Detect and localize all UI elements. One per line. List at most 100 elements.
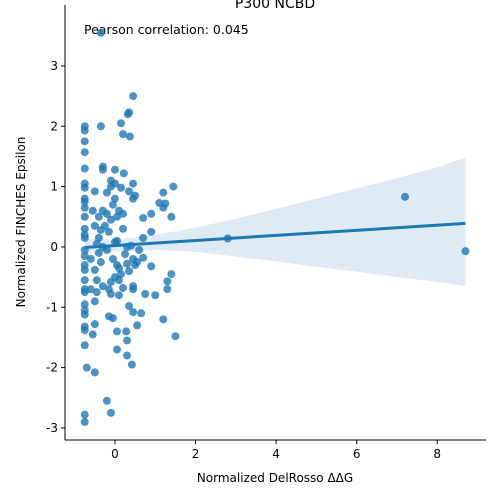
point [119, 169, 128, 178]
point [137, 309, 146, 318]
point [139, 233, 148, 242]
point [90, 265, 99, 274]
point [80, 288, 89, 297]
point [112, 236, 121, 245]
point [135, 245, 144, 254]
point [112, 261, 121, 270]
point [125, 132, 134, 141]
confidence-band [84, 157, 466, 287]
point [106, 408, 115, 417]
x-tick-label: 4 [272, 447, 280, 461]
point [110, 165, 119, 174]
point [94, 248, 103, 257]
point [116, 270, 125, 279]
point [147, 262, 156, 271]
point [119, 130, 128, 139]
point [167, 212, 176, 221]
point [80, 183, 89, 192]
point [108, 314, 117, 323]
y-tick-label: 0 [50, 240, 58, 254]
point [106, 182, 115, 191]
point [102, 245, 111, 254]
point [112, 345, 121, 354]
point [159, 203, 168, 212]
point [82, 363, 91, 372]
point [106, 176, 115, 185]
point [108, 200, 117, 209]
point [92, 288, 101, 297]
point [102, 396, 111, 405]
point [114, 291, 123, 300]
point [86, 285, 95, 294]
y-tick-label: -2 [46, 361, 58, 375]
point [147, 209, 156, 218]
point [119, 224, 128, 233]
point [129, 255, 138, 264]
point [100, 221, 109, 230]
point [125, 187, 134, 196]
point [401, 192, 410, 201]
y-tick-label: -3 [46, 421, 58, 435]
point [123, 351, 132, 360]
point [94, 233, 103, 242]
point [163, 277, 172, 286]
point [80, 197, 89, 206]
point [104, 227, 113, 236]
point [461, 247, 470, 256]
point [88, 206, 97, 215]
point [80, 148, 89, 157]
point [80, 341, 89, 350]
point [102, 188, 111, 197]
point [169, 182, 178, 191]
chart-title: P300 NCBD [235, 0, 315, 12]
point [80, 251, 89, 260]
point [80, 326, 89, 335]
point [116, 119, 125, 128]
point [139, 213, 148, 222]
point [80, 203, 89, 212]
point [80, 300, 89, 309]
x-tick-label: 8 [433, 447, 441, 461]
point [106, 277, 115, 286]
point [96, 258, 105, 267]
point [131, 261, 140, 270]
x-tick-label: 0 [111, 447, 119, 461]
point [125, 267, 134, 276]
point [151, 291, 160, 300]
point [123, 259, 132, 268]
point [104, 285, 113, 294]
point [159, 315, 168, 324]
point [133, 321, 142, 330]
point [106, 215, 115, 224]
point [80, 310, 89, 319]
point [90, 187, 99, 196]
point [163, 285, 172, 294]
point [112, 327, 121, 336]
point [90, 297, 99, 306]
regression-line [84, 221, 466, 250]
point [80, 233, 89, 242]
point [125, 302, 134, 311]
point [129, 285, 138, 294]
point [86, 255, 95, 264]
point [98, 206, 107, 215]
point [90, 368, 99, 377]
point [141, 289, 150, 298]
point [114, 206, 123, 215]
point [80, 417, 89, 426]
point [147, 227, 156, 236]
point [88, 330, 97, 339]
point [80, 164, 89, 173]
point [90, 221, 99, 230]
point [96, 122, 105, 131]
point [129, 308, 138, 317]
point [110, 194, 119, 203]
point [90, 320, 99, 329]
point [80, 410, 89, 419]
point [98, 282, 107, 291]
x-axis-label: Normalized DelRosso ΔΔG [197, 471, 353, 485]
point [80, 276, 89, 285]
point [139, 253, 148, 262]
annotation: Pearson correlation: 0.045 [84, 22, 249, 37]
point [114, 276, 123, 285]
